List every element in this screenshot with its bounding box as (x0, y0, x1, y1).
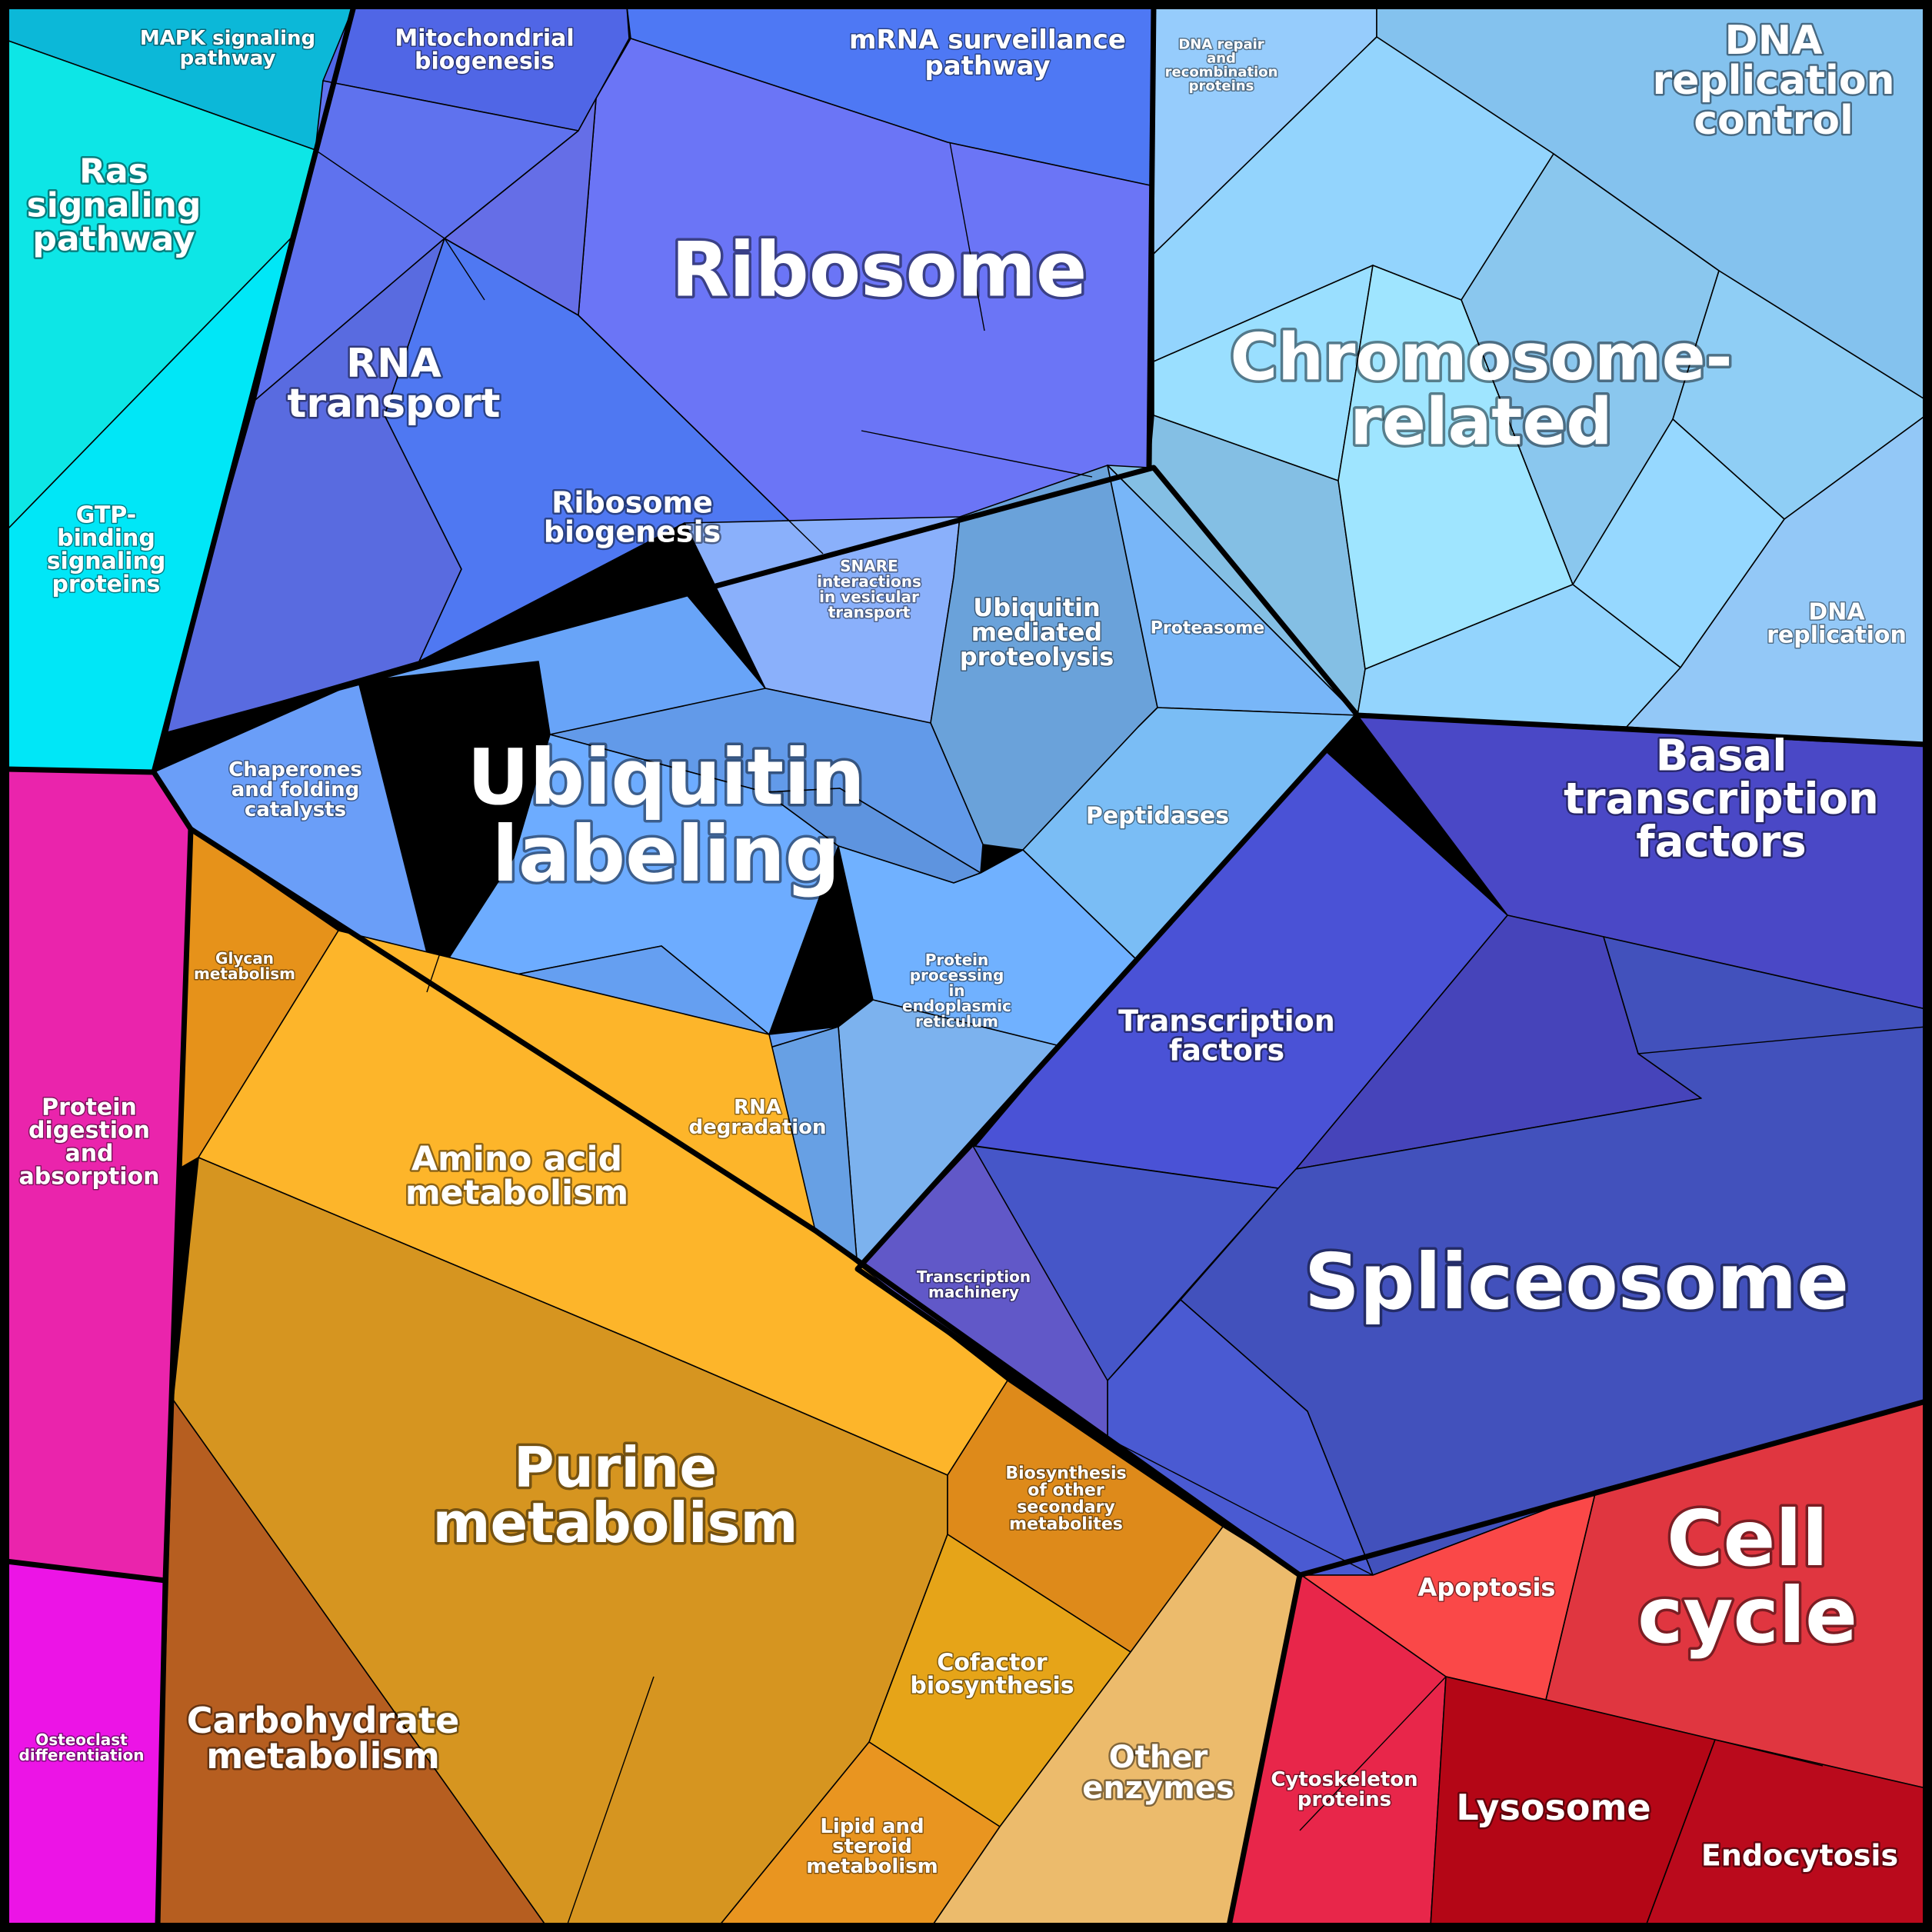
group-border-5 (166, 465, 1360, 738)
label-lysosome: Lysosome (1456, 1787, 1651, 1828)
label-mapk-signaling-pathway: MAPK signaling pathway (140, 27, 315, 70)
label-ribosome-biogenesis: Ribosome biogenesis (544, 485, 721, 548)
inner-divider-6 (861, 430, 1093, 478)
label-glycan-metabolism: Glycan metabolism (194, 949, 295, 983)
label-transcription-machinery: Transcription machinery (917, 1267, 1031, 1301)
group-border-3 (152, 771, 194, 1927)
label-proteasome: Proteasome (1151, 619, 1264, 638)
label-chromosome-related: Chromosome-related (1231, 319, 1733, 459)
label-gtp-binding-signaling-proteins: GTP-binding signaling proteins (47, 502, 166, 598)
inner-divider-7 (1553, 153, 1720, 271)
group-border-9 (854, 713, 1927, 1578)
inner-divider-13 (1545, 1490, 1597, 1700)
inner-divider-15 (1299, 1676, 1447, 1831)
label-protein-digestion-and-absorption: Protein digestion and absorption (18, 1094, 159, 1191)
group-border-7 (1357, 712, 1927, 748)
label-ubiquitin-mediated-proteolysis: Ubiquitin mediated proteolysis (960, 593, 1114, 671)
label-cytoskeleton-proteins: Cytoskeleton proteins (1271, 1768, 1417, 1811)
label-carbohydrate-metabolism: Carbohydrate metabolism (187, 1700, 460, 1777)
inner-divider-1 (315, 149, 445, 239)
label-biosynthesis-of-other-secondary-metabolites: Biosynthesis of other secondary metabolites (1005, 1464, 1126, 1534)
label-peptidases: Peptidases (1086, 803, 1229, 830)
label-other-enzymes: Other enzymes (1082, 1740, 1234, 1806)
inner-divider-10 (565, 1676, 655, 1931)
inner-divider-3 (578, 315, 824, 555)
label-mitochondrial-biogenesis: Mitochondrial biogenesis (395, 25, 574, 75)
label-snare-interactions-in-vesicular-transport: SNARE interactions in vesicular transport (817, 557, 921, 621)
inner-divider-11 (1637, 1026, 1927, 1054)
inner-divider-14 (1714, 1739, 1824, 1767)
inner-divider-2 (444, 130, 579, 239)
group-borders (5, 5, 1927, 1927)
group-border-4 (5, 1558, 166, 1584)
label-cell-cycle: Cell cycle (1637, 1494, 1857, 1661)
inner-divider-5 (949, 142, 985, 331)
group-border-2 (5, 766, 155, 775)
inner-divider-9 (426, 661, 539, 993)
label-rna-transport: RNA transport (287, 341, 500, 427)
group-border-6 (1146, 5, 1157, 468)
inner-divider-4 (444, 238, 485, 301)
label-lipid-and-steroid-metabolism: Lipid and steroid metabolism (806, 1815, 938, 1878)
treemap-cells (5, 5, 1927, 1931)
label-dna-replication: DNA replication (1767, 599, 1907, 649)
label-dna-repair-and-recombination-proteins: DNA repair and recombination proteins (1165, 36, 1278, 94)
label-mrna-surveillance-pathway: mRNA surveillance pathway (849, 25, 1126, 82)
label-basal-transcription-factors: Basal transcription factors (1564, 731, 1879, 868)
label-ribosome: Ribosome (671, 226, 1088, 314)
label-chaperones-and-folding-catalysts: Chaperones and folding catalysts (228, 758, 362, 821)
label-dna-replication-control: DNA replication control (1652, 18, 1894, 144)
inner-divider-8 (1461, 299, 1574, 585)
label-purine-metabolism: Purine metabolism (432, 1435, 798, 1555)
label-protein-processing-in-endoplasmic-reticulum: Protein processing in endoplasmic reticulum (902, 951, 1011, 1031)
label-osteoclast-differentiation: Osteoclast differentiation (19, 1730, 145, 1764)
group-border-10 (1226, 1574, 1303, 1927)
label-endocytosis: Endocytosis (1701, 1838, 1898, 1872)
label-rna-degradation: RNA degradation (688, 1096, 826, 1139)
label-ras-signaling-pathway: Ras signaling pathway (27, 152, 202, 258)
treemap-labels: Ras signaling pathway MAPK signaling pathway… (18, 16, 1907, 1880)
inner-divider-12 (1107, 1437, 1374, 1576)
label-apoptosis: Apoptosis (1418, 1573, 1556, 1602)
label-amino-acid-metabolism: Amino acid metabolism (405, 1139, 628, 1212)
label-ubiquitin-labeling: Ubiquitin labeling (467, 732, 864, 899)
group-border-1 (151, 5, 357, 773)
label-spliceosome: Spliceosome (1304, 1237, 1849, 1327)
label-transcription-factors: Transcription factors (1118, 1004, 1335, 1067)
label-cofactor-biosynthesis: Cofactor biosynthesis (910, 1650, 1074, 1700)
